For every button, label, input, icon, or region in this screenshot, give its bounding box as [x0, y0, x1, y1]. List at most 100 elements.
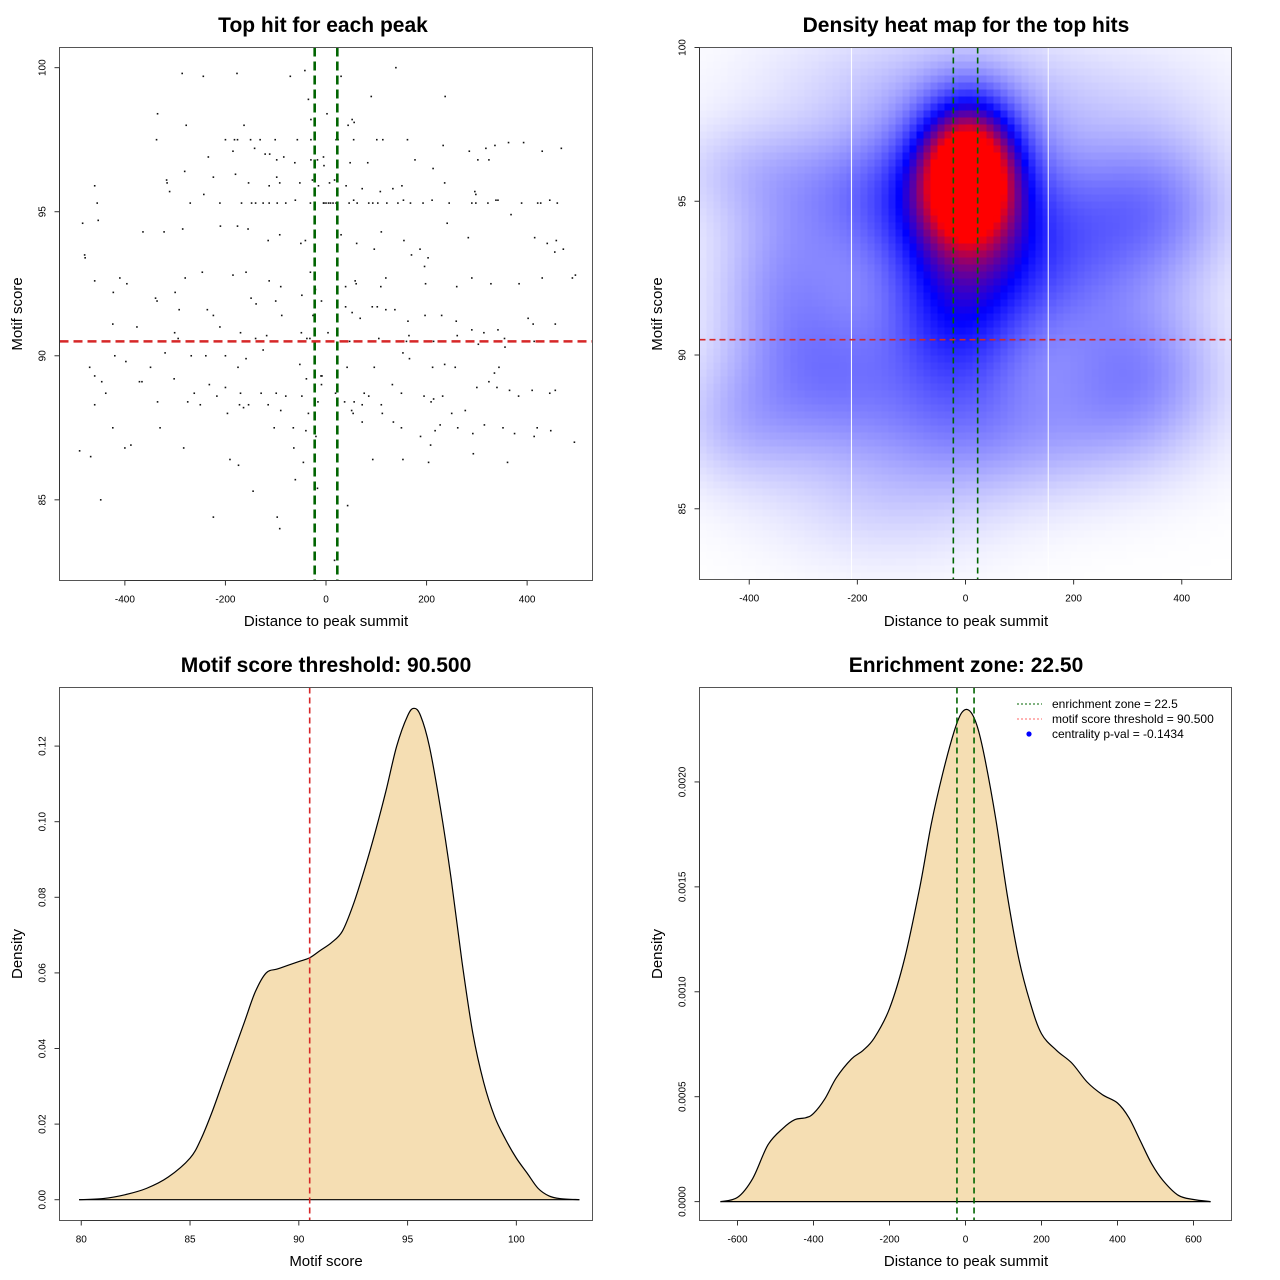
heatmap-cell [1224, 390, 1231, 399]
heatmap-cell [734, 278, 743, 287]
heatmap-cell [937, 369, 946, 378]
heatmap-cell [853, 180, 862, 189]
heatmap-cell [1224, 439, 1231, 448]
heatmap-cell [776, 264, 785, 273]
heatmap-cell [958, 355, 967, 364]
scatter-point [507, 141, 510, 144]
heatmap-cell [776, 159, 785, 168]
heatmap-cell [951, 460, 960, 469]
heatmap-cell [888, 131, 897, 140]
heatmap-cell [1007, 376, 1016, 385]
scatter-point [350, 409, 353, 412]
heatmap-cell [923, 194, 932, 203]
heatmap-cell [1014, 285, 1023, 294]
scatter-point [424, 282, 427, 285]
heatmap-cell [1140, 446, 1149, 455]
heatmap-cell [1189, 404, 1198, 413]
heatmap-cell [1021, 292, 1030, 301]
heatmap-cell [1133, 397, 1142, 406]
heatmap-cell [1140, 453, 1149, 462]
heatmap-cell [916, 467, 925, 476]
heatmap-cell [1161, 460, 1170, 469]
heatmap-cell [1133, 341, 1142, 350]
heatmap-cell [790, 411, 799, 420]
heatmap-cell [1175, 257, 1184, 266]
heatmap-cell [874, 187, 883, 196]
heatmap-cell [1035, 236, 1044, 245]
heatmap-cell [1140, 110, 1149, 119]
heatmap-cell [1084, 390, 1093, 399]
heatmap-cell [979, 369, 988, 378]
heatmap-cell [1112, 411, 1121, 420]
scatter-point [414, 159, 416, 161]
heatmap-cell [790, 460, 799, 469]
heatmap-cell [944, 355, 953, 364]
heatmap-cell [762, 453, 771, 462]
scatter-point [275, 159, 278, 161]
heatmap-cell [881, 271, 890, 280]
heatmap-cell [916, 264, 925, 273]
heatmap-cell [881, 390, 890, 399]
heatmap-cell [1042, 222, 1051, 231]
heatmap-cell [755, 453, 764, 462]
heatmap-cell [860, 187, 869, 196]
heatmap-cell [916, 208, 925, 217]
heatmap-cell [916, 75, 925, 84]
heatmap-cell [902, 208, 911, 217]
heatmap-cell [1014, 54, 1023, 63]
heatmap-cell [1007, 397, 1016, 406]
heatmap-cell [972, 327, 981, 336]
heatmap-cell [1154, 201, 1163, 210]
heatmap-cell [902, 411, 911, 420]
heatmap-cell [958, 362, 967, 371]
heatmap-cell [776, 96, 785, 105]
heatmap-cell [1133, 264, 1142, 273]
heatmap-cell [1126, 124, 1135, 133]
heatmap-cell [1098, 229, 1107, 238]
heatmap-cell [1007, 404, 1016, 413]
scatter-point [471, 277, 473, 279]
heatmap-cell [1056, 334, 1065, 343]
scatter-point [275, 392, 278, 395]
heatmap-cell [832, 453, 841, 462]
heatmap-cell [944, 264, 953, 273]
heatmap-cell [916, 48, 925, 56]
heatmap-cell [741, 173, 750, 182]
heatmap-cell [1119, 194, 1128, 203]
heatmap-cell [1182, 348, 1191, 357]
heatmap-cell [944, 201, 953, 210]
heatmap-cell [1112, 159, 1121, 168]
heatmap-cell [1203, 138, 1212, 147]
heatmap-cell [944, 131, 953, 140]
heatmap-cell [783, 131, 792, 140]
heatmap-cell [1091, 152, 1100, 161]
heatmap-cell [1133, 110, 1142, 119]
heatmap-cell [1105, 173, 1114, 182]
heatmap-cell [1007, 229, 1016, 238]
heatmap-cell [1105, 89, 1114, 98]
heatmap-cell [951, 68, 960, 77]
heatmap-cell [706, 117, 715, 126]
heatmap-cell [1182, 418, 1191, 427]
heatmap-cell [713, 334, 722, 343]
heatmap-cell [944, 68, 953, 77]
heatmap-cell [1098, 369, 1107, 378]
scatter-point [385, 308, 387, 311]
heatmap-cell [1035, 348, 1044, 357]
heatmap-cell [1049, 453, 1058, 462]
heatmap-cell [993, 292, 1002, 301]
heatmap-cell [1119, 96, 1128, 105]
heatmap-cell [881, 236, 890, 245]
heatmap-cell [846, 54, 855, 63]
heatmap-cell [734, 306, 743, 315]
heatmap-cell [930, 376, 939, 385]
heatmap-cell [1070, 187, 1079, 196]
heatmap-cell [783, 215, 792, 224]
heatmap-cell [965, 250, 974, 259]
heatmap-cell [755, 306, 764, 315]
heatmap-cell [846, 439, 855, 448]
heatmap-cell [713, 257, 722, 266]
heatmap-cell [797, 117, 806, 126]
scatter-point [371, 305, 374, 308]
heatmap-cell [1112, 418, 1121, 427]
